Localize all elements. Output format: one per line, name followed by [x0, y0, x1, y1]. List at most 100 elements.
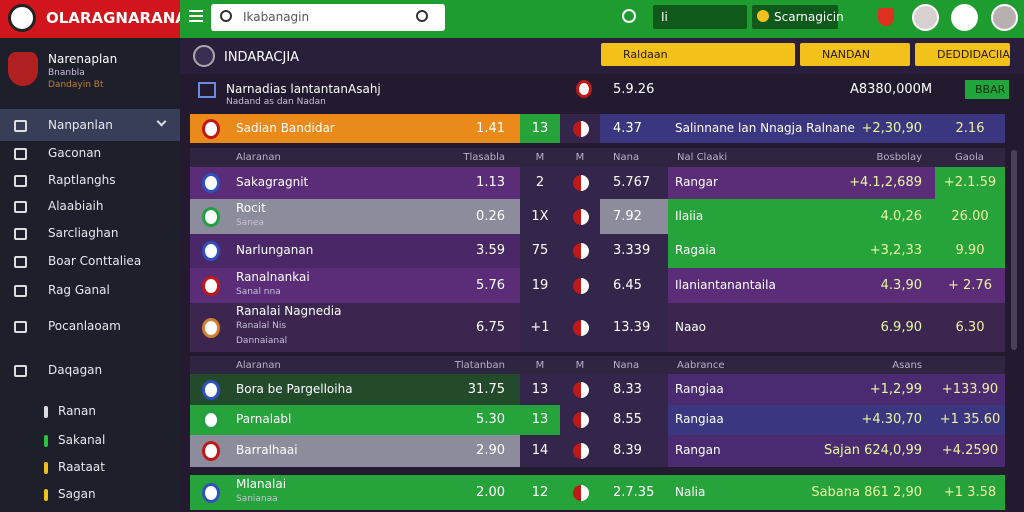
flag-icon	[573, 120, 589, 137]
row-cell	[935, 268, 1005, 303]
filter-label: Raldaan	[623, 48, 668, 61]
search-button[interactable]	[416, 10, 428, 22]
column-header: Tlasabla	[463, 152, 505, 163]
menu-item[interactable]: Boar Conttaliea	[0, 254, 180, 274]
column-header: Aabrance	[677, 360, 725, 371]
odds: 1.13	[476, 175, 505, 190]
nana-value: 5.767	[613, 175, 651, 190]
menu-item[interactable]: Sarcliaghan	[0, 226, 180, 246]
table-row[interactable]: Mlanalai Sanianaa 2.00 12 2.7.35 Nalia Sabana …	[190, 475, 1005, 510]
odds: 2.90	[476, 443, 505, 458]
team-icon	[202, 482, 220, 503]
table-row[interactable]: Sakagragnit 1.13 2 5.767 Rangar +4.1,2,689 +2.…	[190, 167, 1005, 199]
team-sub: Sanal nna	[236, 286, 281, 297]
row-cell	[520, 167, 560, 199]
row-cell	[600, 167, 668, 199]
selector-dropdown[interactable]: Ii	[653, 5, 747, 29]
menu-item[interactable]: Rag Ganal	[0, 283, 180, 303]
row-cell	[668, 167, 935, 199]
table-row[interactable]: Ranalnankai Sanal nna 5.76 19 6.45 Ilaniantan…	[190, 268, 1005, 303]
summary-button[interactable]: BBAR	[965, 80, 1009, 99]
row-cell	[190, 303, 520, 352]
menu-item[interactable]: Sagan	[0, 487, 180, 507]
table-row[interactable]: Parnalabl 5.30 13 8.55 Rangiaa +4.30,70 +1 35.…	[190, 405, 1005, 435]
menu-label: Boar Conttaliea	[48, 254, 142, 268]
table-header: Alaranan Tlatanban M M Nana Aabrance Asans	[190, 356, 1005, 375]
badge-icon[interactable]	[878, 8, 894, 26]
menu-item[interactable]: Gaconan	[0, 146, 180, 166]
team-name: Narlunganan	[236, 243, 314, 257]
team-icon	[202, 379, 220, 400]
menu-item[interactable]: Raataat	[0, 460, 180, 480]
table-row[interactable]: Ranalai Nagnedia Ranalal Nis Dannaianal 6.7…	[190, 303, 1005, 352]
summary-amount: A8380,000M	[850, 82, 933, 97]
avatar[interactable]	[991, 4, 1018, 31]
chevron	[156, 116, 167, 127]
flag-icon	[573, 208, 589, 225]
table-row[interactable]: Bora be Pargelloiha 31.75 13 8.33 Rangiaa +1,…	[190, 374, 1005, 405]
last: +2.1.59	[943, 175, 997, 190]
team-icon	[202, 206, 220, 227]
row-cell	[190, 268, 520, 303]
menu-item[interactable]: Raptlanghs	[0, 173, 180, 193]
row-cell	[520, 405, 560, 435]
team-icon	[202, 410, 220, 430]
column-header: M	[575, 152, 585, 163]
row-cell	[600, 475, 668, 510]
total: +2,30,90	[861, 120, 922, 136]
market: Nalia	[675, 484, 706, 499]
menu-icon	[14, 228, 27, 240]
row-cell	[935, 167, 1005, 199]
table-row[interactable]: Narlunganan 3.59 75 3.339 Ragaia +3,2,33 9.90	[190, 234, 1005, 268]
menu-item[interactable]: Pocanlaoam	[0, 319, 180, 339]
menu-label: Pocanlaoam	[48, 319, 121, 333]
odds: 5.76	[476, 277, 505, 293]
section-title: INDARACJIA	[224, 50, 300, 65]
menu-highlight	[0, 109, 180, 141]
avatar[interactable]	[951, 4, 978, 31]
info-icon	[198, 82, 216, 98]
menu-item[interactable]: Nanpanlan	[0, 116, 180, 138]
table-row[interactable]: Sadian Bandidar 1.41 13 4.37 Salinnane lan N…	[190, 114, 1005, 143]
row-cell	[668, 199, 935, 234]
row-cell	[600, 234, 668, 268]
m-value: 13	[531, 381, 549, 397]
column-header: Nana	[613, 360, 640, 371]
table-row[interactable]: Barralhaai 2.90 14 8.39 Rangan Sajan 624,0,99…	[190, 435, 1005, 467]
team-icon	[202, 173, 220, 193]
row-cell	[668, 114, 935, 143]
row-cell	[190, 234, 520, 268]
team-icon	[202, 441, 220, 461]
table-row[interactable]: Rocit Sanea 0.26 1X 7.92 Ilaiia 4.0,26 26.00	[190, 199, 1005, 234]
menu-item[interactable]: Ranan	[0, 404, 180, 424]
total: +3,2,33	[869, 243, 922, 258]
menu-button[interactable]	[189, 10, 203, 22]
filter-dropdown[interactable]: DEDDIDACIIA	[915, 43, 1010, 66]
menu-item[interactable]: Daqagan	[0, 363, 180, 383]
menu-label: Nanpanlan	[48, 118, 113, 132]
selector-text: Ii	[661, 10, 668, 24]
table-header: Alaranan Tlasabla M M Nana Nal Claaki Bosbolay…	[190, 148, 1005, 167]
menu-item[interactable]: Sakanal	[0, 433, 180, 453]
team-name: Mlanalai	[236, 476, 287, 491]
market: Naao	[675, 319, 707, 334]
menu-label: Raptlanghs	[48, 173, 116, 187]
row-cell	[190, 114, 520, 143]
team-sub: Ranalal Nis	[236, 320, 287, 331]
odds: 1.41	[476, 120, 505, 136]
odds: 5.30	[476, 412, 505, 427]
menu-icon	[44, 435, 48, 447]
team-name: Sadian Bandidar	[236, 120, 335, 135]
search-box[interactable]: Ikabanagin	[211, 4, 445, 31]
column-header: Asans	[892, 360, 922, 371]
avatar[interactable]	[912, 4, 939, 31]
zoom-icon[interactable]	[622, 9, 636, 23]
menu-label: Gaconan	[48, 146, 102, 160]
menu-item[interactable]: Alaabiaih	[0, 199, 180, 219]
menu-icon	[14, 120, 27, 132]
m-value: +1	[530, 319, 550, 335]
row-cell	[600, 435, 668, 467]
filter-dropdown[interactable]: Raldaan	[601, 43, 795, 66]
filter-dropdown[interactable]: NANDAN	[800, 43, 910, 66]
nana-value: 2.7.35	[613, 484, 655, 500]
